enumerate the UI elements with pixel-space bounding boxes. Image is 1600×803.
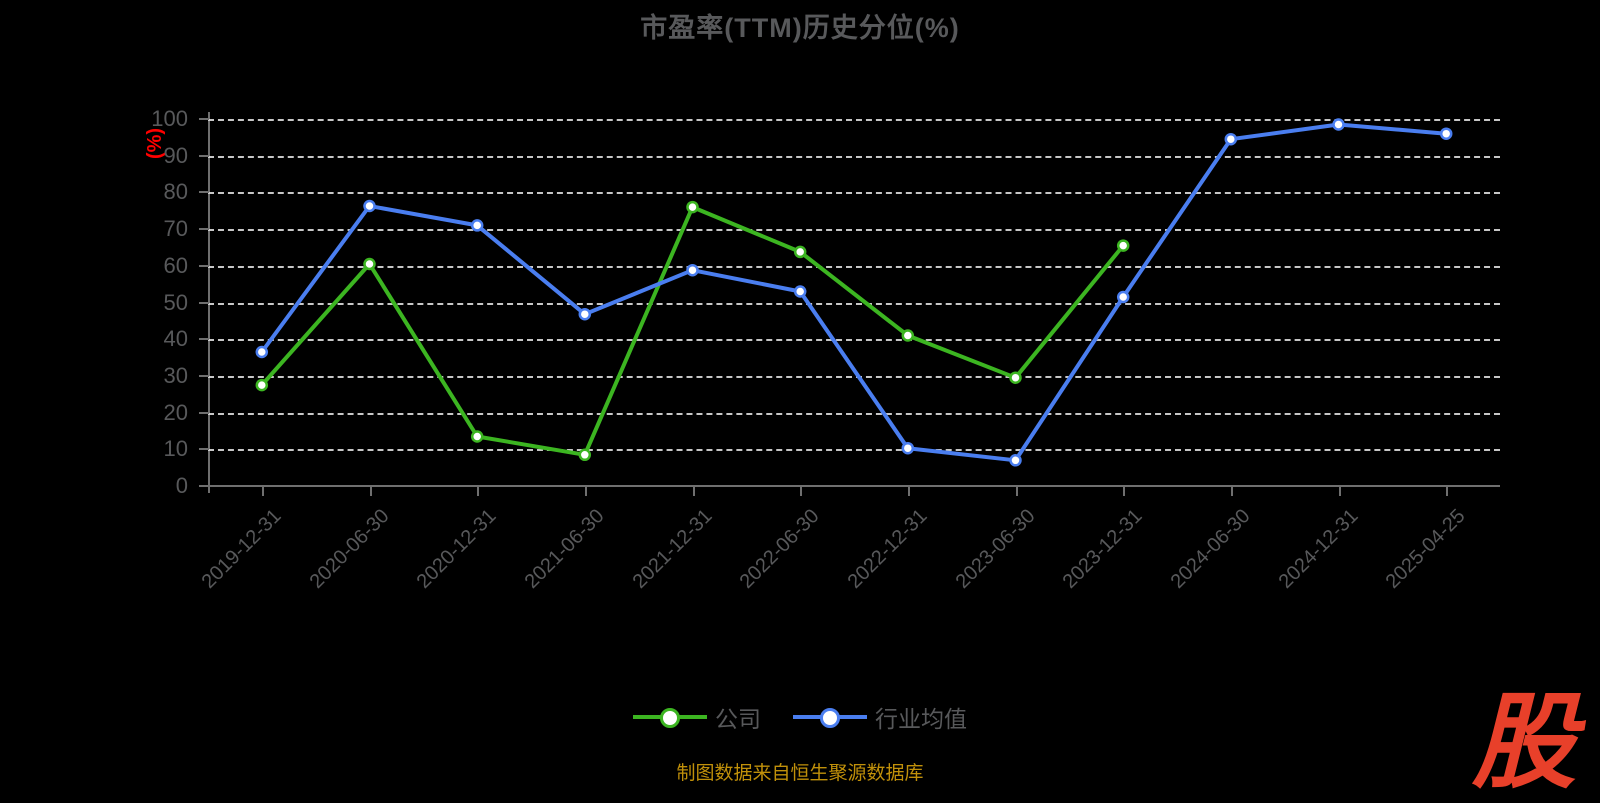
y-tick-label: 80	[163, 179, 188, 205]
chart-title: 市盈率(TTM)历史分位(%)	[640, 13, 960, 43]
x-tick-mark	[800, 487, 803, 496]
x-tick-mark	[584, 487, 587, 496]
x-tick-mark	[1338, 487, 1341, 496]
y-tick-label: 90	[163, 142, 188, 168]
y-tick-label: 60	[163, 252, 188, 278]
y-tick-mark	[199, 338, 209, 341]
y-tick-label: 30	[163, 362, 188, 388]
y-tick-label: 0	[175, 473, 188, 498]
watermark-logo: 股	[1471, 681, 1576, 803]
y-tick-label: 20	[163, 399, 188, 425]
y-tick-label: 10	[163, 436, 188, 462]
legend-item-industry[interactable]: 行业均值	[793, 700, 967, 734]
x-tick-mark	[1123, 487, 1126, 496]
x-tick-mark	[477, 487, 480, 496]
y-tick-label: 40	[163, 326, 188, 352]
legend-item-company[interactable]: 公司	[633, 700, 761, 734]
x-tick-mark	[692, 487, 695, 496]
y-tick-mark	[199, 374, 209, 377]
x-tick-mark	[1446, 487, 1449, 496]
x-tick-mark	[1015, 487, 1018, 496]
gridline	[208, 119, 1500, 121]
y-tick-mark	[199, 448, 209, 451]
y-tick-mark	[199, 191, 209, 194]
legend-swatch-icon	[793, 706, 867, 728]
chart-legend: 公司 行业均值	[0, 700, 1600, 734]
y-tick-label: 70	[163, 216, 188, 242]
source-note: 制图数据来自恒生聚源数据库	[676, 763, 924, 784]
y-tick-mark	[199, 264, 209, 267]
y-tick-mark	[199, 485, 209, 487]
y-tick-label: 50	[163, 289, 188, 315]
legend-label: 行业均值	[875, 706, 967, 732]
y-tick-mark	[199, 228, 209, 231]
y-tick-mark	[199, 301, 209, 304]
x-tick-mark	[1230, 487, 1233, 496]
y-tick-label: 100	[151, 106, 188, 131]
y-tick-mark	[199, 118, 209, 120]
y-tick-mark	[199, 411, 209, 414]
x-axis-line	[208, 485, 1500, 487]
x-tick-mark	[369, 487, 372, 496]
x-tick-mark	[907, 487, 910, 496]
legend-label: 公司	[715, 706, 761, 732]
x-tick-mark	[261, 487, 264, 496]
y-tick-mark	[199, 154, 209, 157]
legend-swatch-icon	[633, 706, 707, 728]
